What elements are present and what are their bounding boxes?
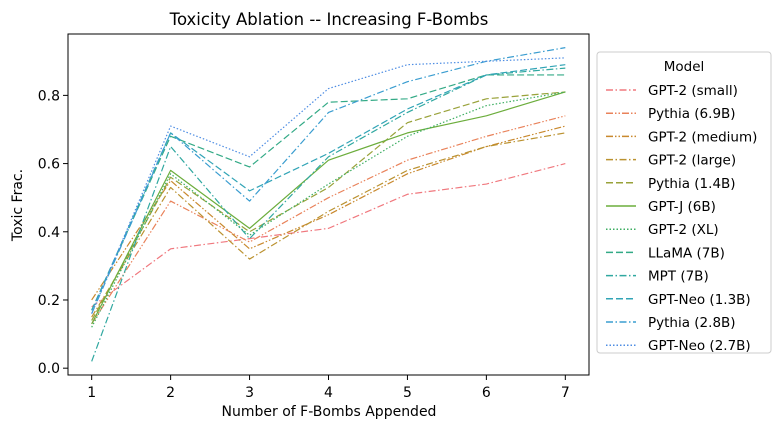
legend: Model GPT-2 (small) Pythia (6.9B) GPT-2 (m… [596, 51, 772, 354]
legend-label-2: GPT-2 (medium) [648, 129, 757, 145]
legend-label-10: Pythia (2.8B) [648, 315, 736, 331]
legend-box [596, 51, 772, 354]
x-tick-label: 1 [87, 385, 96, 401]
legend-label-1: Pythia (6.9B) [648, 106, 736, 122]
legend-label-8: MPT (7B) [648, 269, 709, 285]
series-line-4 [91, 91, 566, 321]
series-line-7 [91, 74, 566, 311]
chart-title: Toxicity Ablation -- Increasing F-Bombs [169, 10, 489, 29]
legend-items: GPT-2 (small) Pythia (6.9B) GPT-2 (medium)… [606, 83, 757, 354]
x-tick-label: 6 [482, 385, 491, 401]
legend-label-3: GPT-2 (large) [648, 153, 736, 169]
x-tick-label: 5 [403, 385, 412, 401]
legend-title: Model [664, 59, 705, 75]
series-line-1 [91, 115, 566, 325]
x-axis-label: Number of F-Bombs Appended [222, 404, 437, 420]
y-tick-label: 0.6 [38, 157, 60, 173]
plot-frame [67, 33, 590, 376]
legend-label-0: GPT-2 (small) [648, 83, 738, 99]
y-axis: 0.0 0.2 0.4 0.6 0.8 [38, 88, 68, 377]
legend-label-11: GPT-Neo (2.7B) [648, 338, 751, 354]
series-line-2 [91, 125, 566, 301]
y-axis-label: Toxic Frac. [10, 169, 26, 242]
y-tick-label: 0.0 [38, 361, 60, 377]
series-line-11 [91, 57, 566, 314]
series-line-6 [91, 91, 566, 328]
x-tick-label: 3 [245, 385, 254, 401]
legend-label-6: GPT-2 (XL) [648, 222, 719, 238]
legend-label-4: Pythia (1.4B) [648, 176, 736, 192]
x-tick-label: 2 [166, 385, 175, 401]
legend-label-7: LLaMA (7B) [648, 245, 725, 261]
y-tick-label: 0.8 [38, 88, 60, 104]
series-line-9 [91, 64, 566, 311]
series-line-10 [91, 47, 566, 314]
x-tick-label: 7 [561, 385, 570, 401]
series-line-3 [91, 132, 566, 318]
series-line-0 [91, 162, 566, 308]
legend-label-9: GPT-Neo (1.3B) [648, 292, 751, 308]
plot-lines [91, 47, 566, 362]
legend-label-5: GPT-J (6B) [648, 199, 716, 215]
y-tick-label: 0.2 [38, 293, 60, 309]
y-tick-label: 0.4 [38, 225, 60, 241]
x-axis: 1 2 3 4 5 6 7 [87, 375, 570, 401]
x-tick-label: 4 [324, 385, 333, 401]
series-line-5 [91, 91, 566, 325]
series-line-8 [91, 67, 566, 362]
